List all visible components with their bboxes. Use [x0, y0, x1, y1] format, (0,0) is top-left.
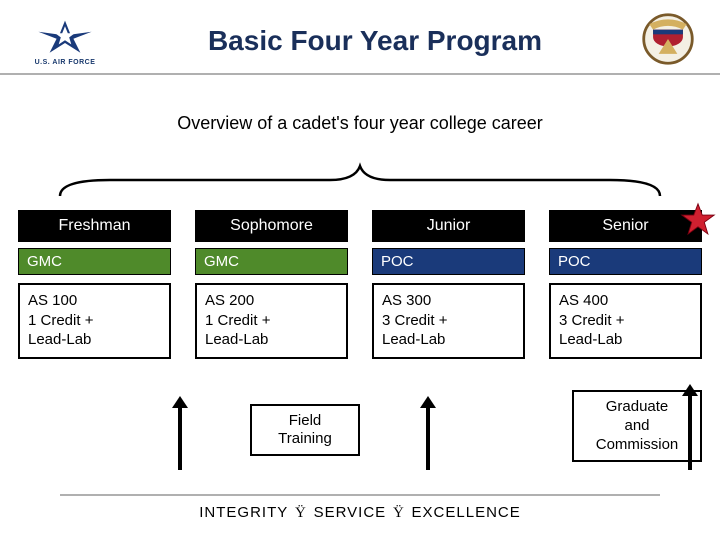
course-line: 1 Credit +	[205, 311, 338, 331]
footer-separator: Ÿ	[288, 505, 313, 521]
usaf-logo: U.S. AIR FORCE	[20, 10, 110, 72]
year-column-junior: Junior POC AS 3003 Credit +Lead-Lab	[372, 210, 525, 359]
footer-separator: Ÿ	[386, 505, 411, 521]
category-band: POC	[372, 248, 525, 275]
course-line: 1 Credit +	[28, 311, 161, 331]
course-box: AS 1001 Credit +Lead-Lab	[18, 283, 171, 359]
course-box: AS 2001 Credit +Lead-Lab	[195, 283, 348, 359]
footer-rule	[60, 494, 660, 496]
crest-logo	[640, 11, 700, 71]
field-training-box: FieldTraining	[250, 404, 360, 456]
crest-icon	[640, 11, 696, 67]
category-band: GMC	[195, 248, 348, 275]
footer-value: INTEGRITY	[199, 504, 288, 521]
course-line: Lead-Lab	[559, 330, 692, 350]
course-box: AS 3003 Credit +Lead-Lab	[372, 283, 525, 359]
course-line: Lead-Lab	[205, 330, 338, 350]
page-title: Basic Four Year Program	[110, 25, 640, 57]
course-line: Lead-Lab	[28, 330, 161, 350]
year-column-sophomore: Sophomore GMC AS 2001 Credit +Lead-Lab	[195, 210, 348, 359]
arrow-up-icon	[426, 406, 430, 470]
brace-icon	[50, 160, 670, 200]
year-column-freshman: Freshman GMC AS 1001 Credit +Lead-Lab	[18, 210, 171, 359]
course-line: Lead-Lab	[382, 330, 515, 350]
usaf-logo-caption: U.S. AIR FORCE	[35, 59, 96, 66]
graduate-line: and	[578, 417, 696, 436]
year-label: Freshman	[18, 210, 171, 242]
category-band: POC	[549, 248, 702, 275]
lower-region: FieldTraining GraduateandCommission	[18, 388, 702, 482]
year-label: Junior	[372, 210, 525, 242]
footer-values: INTEGRITY Ÿ SERVICE Ÿ EXCELLENCE	[0, 504, 720, 522]
course-line: 3 Credit +	[382, 311, 515, 331]
year-label: Sophomore	[195, 210, 348, 242]
overview-text: Overview of a cadet's four year college …	[0, 113, 720, 134]
footer-value: SERVICE	[314, 504, 387, 521]
arrow-up-icon	[178, 406, 182, 470]
graduate-line: Commission	[578, 436, 696, 455]
course-line: 3 Credit +	[559, 311, 692, 331]
wings-icon	[30, 15, 100, 57]
course-line: AS 400	[559, 291, 692, 311]
course-line: AS 200	[205, 291, 338, 311]
year-column-senior: SeniorPOCAS 4003 Credit +Lead-Lab	[549, 210, 702, 359]
header: U.S. AIR FORCE Basic Four Year Program	[0, 0, 720, 75]
star-icon	[680, 202, 716, 238]
course-line: AS 100	[28, 291, 161, 311]
year-columns: FreshmanGMCAS 1001 Credit +Lead-LabSopho…	[18, 210, 702, 359]
graduate-line: Graduate	[578, 398, 696, 417]
graduate-box: GraduateandCommission	[572, 390, 702, 462]
footer-value: EXCELLENCE	[412, 504, 521, 521]
course-line: AS 300	[382, 291, 515, 311]
field-training-line: Field	[256, 412, 354, 430]
course-box: AS 4003 Credit +Lead-Lab	[549, 283, 702, 359]
arrow-up-icon	[688, 394, 692, 470]
field-training-line: Training	[256, 430, 354, 448]
category-band: GMC	[18, 248, 171, 275]
